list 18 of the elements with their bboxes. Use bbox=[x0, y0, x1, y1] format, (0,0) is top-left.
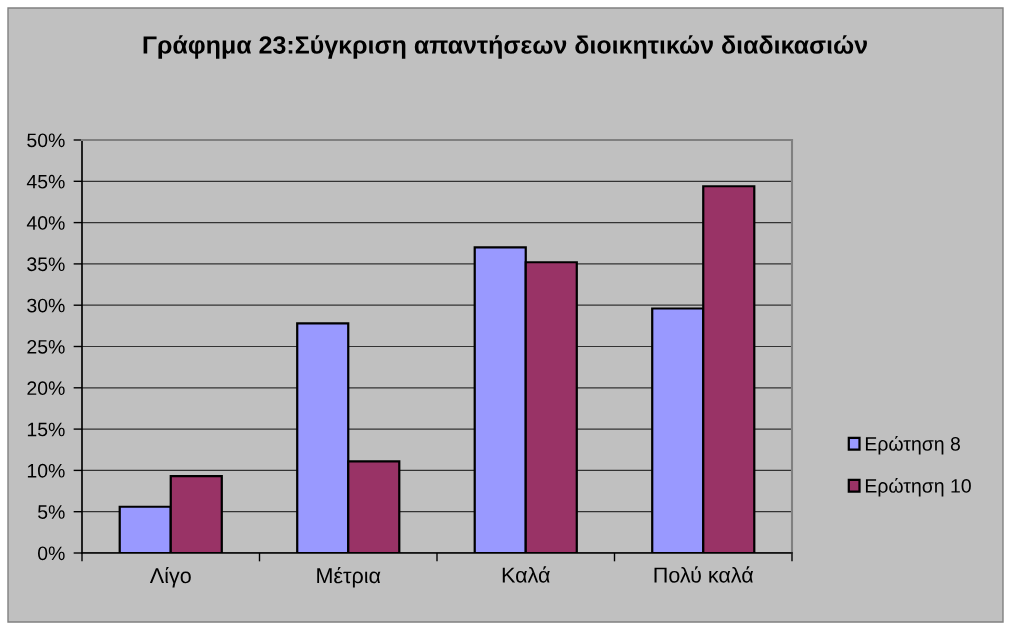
y-tick-label: 50% bbox=[27, 133, 65, 148]
y-tick-label: 10% bbox=[27, 463, 65, 478]
legend-label: Ερώτηση 10 bbox=[865, 477, 971, 497]
y-tick-label: 0% bbox=[37, 546, 65, 561]
y-tick-label: 25% bbox=[27, 339, 65, 354]
x-tick-label: Λίγο bbox=[149, 566, 191, 588]
y-tick-label: 45% bbox=[26, 174, 65, 189]
x-tick-label: Πολύ καλά bbox=[654, 566, 754, 583]
y-tick-label: 15% bbox=[27, 422, 65, 437]
chart-title: Γράφημα 23:Σύγκριση απαντήσεων διοικητικών διαδικασιών bbox=[143, 35, 867, 59]
x-tick-label: Καλά bbox=[502, 566, 550, 583]
x-tick-label: Μέτρια bbox=[317, 566, 381, 588]
y-tick-label: 40% bbox=[26, 216, 65, 230]
legend-label: Ερώτηση 8 bbox=[865, 435, 960, 455]
y-tick-label: 5% bbox=[38, 505, 65, 519]
y-tick-label: 30% bbox=[27, 298, 65, 313]
y-tick-label: 20% bbox=[27, 381, 65, 396]
y-tick-label: 35% bbox=[27, 257, 65, 272]
